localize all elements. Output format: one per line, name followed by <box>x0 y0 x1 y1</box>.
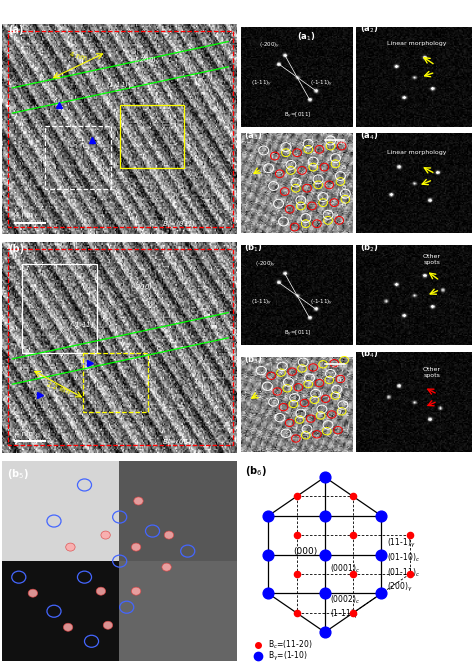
Point <box>321 549 328 560</box>
Circle shape <box>134 497 143 505</box>
Text: a: a <box>342 200 346 206</box>
Text: (a$_2$): (a$_2$) <box>360 23 378 35</box>
Bar <box>22 265 97 353</box>
Circle shape <box>162 563 171 571</box>
Point <box>293 607 301 618</box>
Text: (-200)$_\gamma$: (-200)$_\gamma$ <box>130 283 156 294</box>
Text: a: a <box>344 400 348 406</box>
Point <box>321 588 328 599</box>
Text: (1-11)$_\gamma$: (1-11)$_\gamma$ <box>251 297 272 307</box>
Text: b: b <box>336 409 340 415</box>
Text: a: a <box>344 383 348 389</box>
Text: (11-1)$_\gamma$: (11-1)$_\gamma$ <box>387 537 416 550</box>
Text: (a$_3$): (a$_3$) <box>244 130 263 142</box>
Point <box>349 530 357 540</box>
Text: B$_\gamma$=(1-10): B$_\gamma$=(1-10) <box>268 650 308 663</box>
Point <box>321 472 328 482</box>
Text: a: a <box>342 184 346 190</box>
Text: (a$_1$): (a$_1$) <box>297 30 316 43</box>
Circle shape <box>66 543 75 551</box>
Text: (-200)$_\gamma$: (-200)$_\gamma$ <box>259 41 280 51</box>
Text: (01-10)$_c$: (01-10)$_c$ <box>387 552 420 564</box>
Point <box>378 510 385 521</box>
Text: (b$_4$): (b$_4$) <box>360 348 379 360</box>
Text: B$_\gamma$=(011): B$_\gamma$=(011) <box>162 438 196 450</box>
Bar <box>83 353 148 411</box>
Text: 4 nm: 4 nm <box>15 431 33 437</box>
Text: (b$_6$): (b$_6$) <box>245 464 267 478</box>
Text: (-1-11)$_\gamma$: (-1-11)$_\gamma$ <box>310 297 333 307</box>
Point <box>349 568 357 579</box>
Point <box>264 510 272 521</box>
Circle shape <box>96 587 106 595</box>
Text: (a): (a) <box>8 25 23 35</box>
Point <box>349 607 357 618</box>
Point <box>293 568 301 579</box>
Text: 2.2 nm: 2.2 nm <box>45 381 70 395</box>
Text: (0001)$_c$: (0001)$_c$ <box>330 563 360 575</box>
Point <box>264 588 272 599</box>
Circle shape <box>131 587 141 595</box>
Text: (1-11)$_\gamma$: (1-11)$_\gamma$ <box>251 79 272 89</box>
Text: (-200)$_\gamma$: (-200)$_\gamma$ <box>255 259 276 270</box>
Text: (b): (b) <box>8 244 24 254</box>
Text: 4 nm: 4 nm <box>69 51 88 61</box>
Text: b: b <box>336 393 340 399</box>
Text: b: b <box>336 377 340 383</box>
Point <box>406 530 413 540</box>
Point <box>321 510 328 521</box>
Text: B$_\gamma$=(011): B$_\gamma$=(011) <box>162 220 196 231</box>
Text: a: a <box>342 164 346 170</box>
Text: Linear morphology: Linear morphology <box>387 150 447 155</box>
Text: 4 nm: 4 nm <box>15 212 33 218</box>
Text: Other
spots: Other spots <box>423 254 441 265</box>
Point <box>406 568 413 579</box>
Text: (1-11)$_\gamma$: (1-11)$_\gamma$ <box>106 81 133 92</box>
Text: B$_\gamma$=[011]: B$_\gamma$=[011] <box>283 111 310 121</box>
Point <box>321 627 328 637</box>
Text: Linear morphology: Linear morphology <box>387 41 447 46</box>
Text: (b$_3$): (b$_3$) <box>244 353 263 365</box>
Text: B$_c$=(11-20): B$_c$=(11-20) <box>268 639 313 651</box>
Point <box>378 549 385 560</box>
Point <box>378 588 385 599</box>
Circle shape <box>64 623 73 631</box>
Point <box>293 530 301 540</box>
Text: (000): (000) <box>293 547 317 556</box>
Text: (-1-11)$_\gamma$: (-1-11)$_\gamma$ <box>69 320 98 331</box>
Circle shape <box>164 531 173 539</box>
Point <box>293 491 301 502</box>
Text: (a$_4$): (a$_4$) <box>360 130 378 142</box>
Bar <box>45 126 111 189</box>
Text: (b$_1$): (b$_1$) <box>244 241 263 254</box>
Circle shape <box>103 621 113 629</box>
Text: (200)$_\gamma$: (200)$_\gamma$ <box>387 580 413 594</box>
Text: B$_\gamma$=[011]: B$_\gamma$=[011] <box>283 329 310 339</box>
Text: Other
spots: Other spots <box>423 367 441 378</box>
Circle shape <box>101 531 110 539</box>
Text: (b$_5$): (b$_5$) <box>7 467 29 481</box>
Text: (-1-11)$_\gamma$: (-1-11)$_\gamma$ <box>310 79 333 89</box>
Point <box>264 549 272 560</box>
Bar <box>120 105 183 168</box>
Text: 1 nm: 1 nm <box>330 363 346 369</box>
Text: (-200)$_\gamma$: (-200)$_\gamma$ <box>134 55 161 67</box>
Text: (01-11)$_c$: (01-11)$_c$ <box>387 566 420 578</box>
Text: (1-11)$_\gamma$: (1-11)$_\gamma$ <box>330 608 359 621</box>
Circle shape <box>28 589 37 597</box>
Text: (0002)$_c$: (0002)$_c$ <box>330 594 360 606</box>
Text: (b$_2$): (b$_2$) <box>360 241 379 254</box>
Point <box>349 491 357 502</box>
Circle shape <box>131 543 141 551</box>
Text: 1 nm: 1 nm <box>330 140 346 145</box>
